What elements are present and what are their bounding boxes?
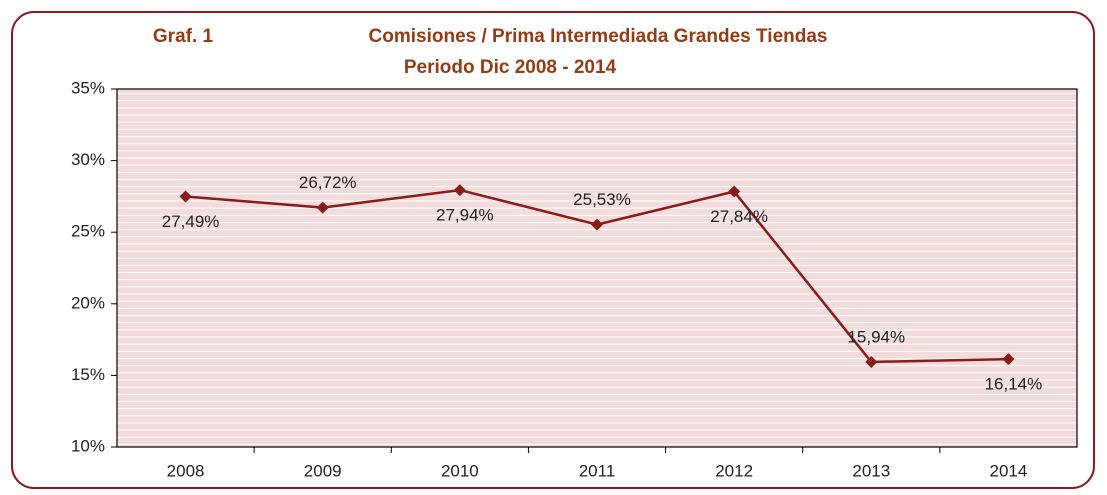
x-tick-label: 2014: [990, 461, 1028, 480]
plot-area: [116, 88, 1078, 448]
marker: [591, 218, 603, 231]
chart-title: Comisiones / Prima Intermediada Grandes …: [369, 26, 828, 47]
marker: [453, 184, 466, 197]
x-tick-label: 2011: [579, 461, 616, 480]
marker: [316, 201, 329, 214]
data-label: 27,49%: [162, 212, 220, 231]
data-label: 27,94%: [436, 206, 494, 225]
data-label: 16,14%: [985, 375, 1043, 394]
y-tick-label: 30%: [71, 150, 105, 169]
x-tick-label: 2013: [852, 461, 890, 480]
data-label: 15,94%: [847, 327, 905, 346]
marker: [1002, 353, 1015, 366]
x-tick-label: 2012: [715, 461, 753, 480]
x-tick-label: 2010: [441, 461, 479, 480]
y-tick-label: 10%: [71, 436, 105, 455]
y-tick-label: 25%: [71, 222, 105, 241]
data-label: 25,53%: [573, 190, 631, 209]
chart-label: Graf. 1: [153, 26, 214, 47]
y-tick-label: 35%: [71, 78, 105, 97]
data-label: 26,72%: [299, 173, 357, 192]
data-label: 27,84%: [710, 207, 768, 226]
x-tick-label: 2008: [167, 461, 205, 480]
y-tick-label: 15%: [71, 365, 105, 384]
x-tick-label: 2009: [304, 461, 342, 480]
y-tick-label: 20%: [71, 293, 105, 312]
marker: [865, 355, 878, 368]
chart-subtitle: Periodo Dic 2008 - 2014: [404, 57, 617, 78]
marker: [179, 190, 192, 203]
marker: [728, 185, 741, 198]
